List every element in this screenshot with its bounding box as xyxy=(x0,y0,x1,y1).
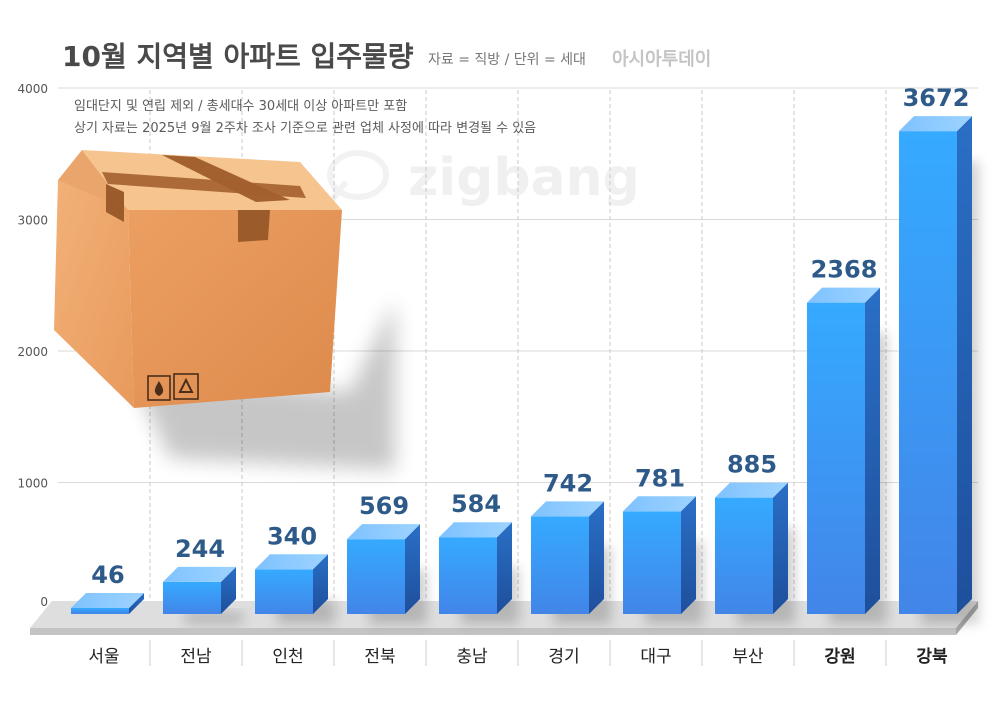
x-tick-label: 인천 xyxy=(272,647,303,667)
bar-front xyxy=(715,497,773,614)
value-label: 46 xyxy=(91,561,124,589)
bar-side xyxy=(405,524,420,614)
y-tick-label: 2000 xyxy=(17,345,48,359)
value-label: 3672 xyxy=(903,84,970,112)
y-tick-label: 0 xyxy=(40,595,48,609)
value-label: 885 xyxy=(727,451,777,479)
publisher-logo: 아시아투데이 xyxy=(612,49,711,70)
x-tick-label: 전북 xyxy=(364,647,395,667)
bar-top xyxy=(71,592,144,608)
bar xyxy=(163,566,236,614)
x-tick-label: 전남 xyxy=(180,647,212,667)
bar-side xyxy=(865,287,880,614)
cardboard-box-illustration xyxy=(54,150,395,470)
bar-side xyxy=(773,482,788,614)
value-labels: 46 244 340 569 584 742 781 885 2368 3672 xyxy=(91,84,969,589)
chart-title: 10월 지역별 아파트 입주물량 xyxy=(62,40,414,73)
bar-top xyxy=(715,482,788,498)
bar-top xyxy=(347,524,420,540)
water-drop-icon xyxy=(147,375,171,401)
recycle-icon xyxy=(173,373,199,400)
bar-top xyxy=(623,496,696,512)
value-label: 2368 xyxy=(811,256,878,284)
bar xyxy=(439,522,512,614)
y-axis: 0 1000 2000 3000 4000 xyxy=(17,82,48,609)
bar xyxy=(715,482,788,614)
bar-top xyxy=(439,522,512,538)
bar-side xyxy=(313,554,328,614)
bar-top xyxy=(899,116,972,132)
x-axis: 서울 전남 인천 전북 충남 경기 대구 부산 강원 강북 xyxy=(88,640,948,667)
bar-top xyxy=(255,554,328,570)
bar-shadow xyxy=(185,611,243,624)
bar-side xyxy=(497,522,512,614)
zigbang-logo-icon xyxy=(327,150,389,202)
bar xyxy=(347,524,420,614)
chart-source: 자료 = 직방 / 단위 = 세대 xyxy=(428,52,586,68)
bar-side xyxy=(681,496,696,614)
bar-front xyxy=(439,537,497,614)
bar xyxy=(531,501,604,614)
y-tick-label: 1000 xyxy=(17,477,48,491)
bar-side xyxy=(221,566,236,614)
watermark-text: zigbang xyxy=(408,148,640,208)
bar xyxy=(623,496,696,614)
bars xyxy=(71,116,979,624)
x-tick-label: 강원 xyxy=(824,647,855,667)
value-label: 244 xyxy=(175,535,225,563)
value-label: 742 xyxy=(543,469,593,497)
bar-side xyxy=(129,592,144,614)
bar-front xyxy=(623,511,681,614)
bar-front xyxy=(807,302,865,614)
x-tick-label: 대구 xyxy=(640,647,671,667)
bar-front xyxy=(163,581,221,614)
bar xyxy=(807,287,880,614)
bar-front xyxy=(347,539,405,614)
value-label: 569 xyxy=(359,492,409,520)
x-tick-label: 서울 xyxy=(88,647,119,667)
bar xyxy=(255,554,328,614)
chart-note-2: 상기 자료는 2025년 9월 2주차 조사 기준으로 관련 업체 사정에 따라… xyxy=(74,121,536,136)
bar-front xyxy=(71,607,129,614)
y-tick-label: 3000 xyxy=(17,214,48,228)
x-tick-label: 경기 xyxy=(548,647,579,667)
bar-side xyxy=(957,116,972,614)
bar-front xyxy=(899,131,957,614)
bar-top xyxy=(807,287,880,303)
x-tick-label: 강북 xyxy=(916,647,948,667)
y-tick-label: 4000 xyxy=(17,82,48,96)
bar-top xyxy=(163,566,236,582)
bar xyxy=(71,592,144,614)
bar-front xyxy=(255,569,313,614)
bar-side xyxy=(589,501,604,614)
x-tick-label: 충남 xyxy=(456,647,488,667)
zigbang-watermark: zigbang xyxy=(327,148,640,208)
bar-front xyxy=(531,516,589,614)
bar-top xyxy=(531,501,604,517)
value-label: 584 xyxy=(451,490,501,518)
value-label: 340 xyxy=(267,522,317,550)
bar xyxy=(899,116,972,614)
value-label: 781 xyxy=(635,464,685,492)
chart-note-1: 임대단지 및 연립 제외 / 총세대수 30세대 이상 아파트만 포함 xyxy=(74,99,407,114)
x-tick-label: 부산 xyxy=(732,647,764,667)
